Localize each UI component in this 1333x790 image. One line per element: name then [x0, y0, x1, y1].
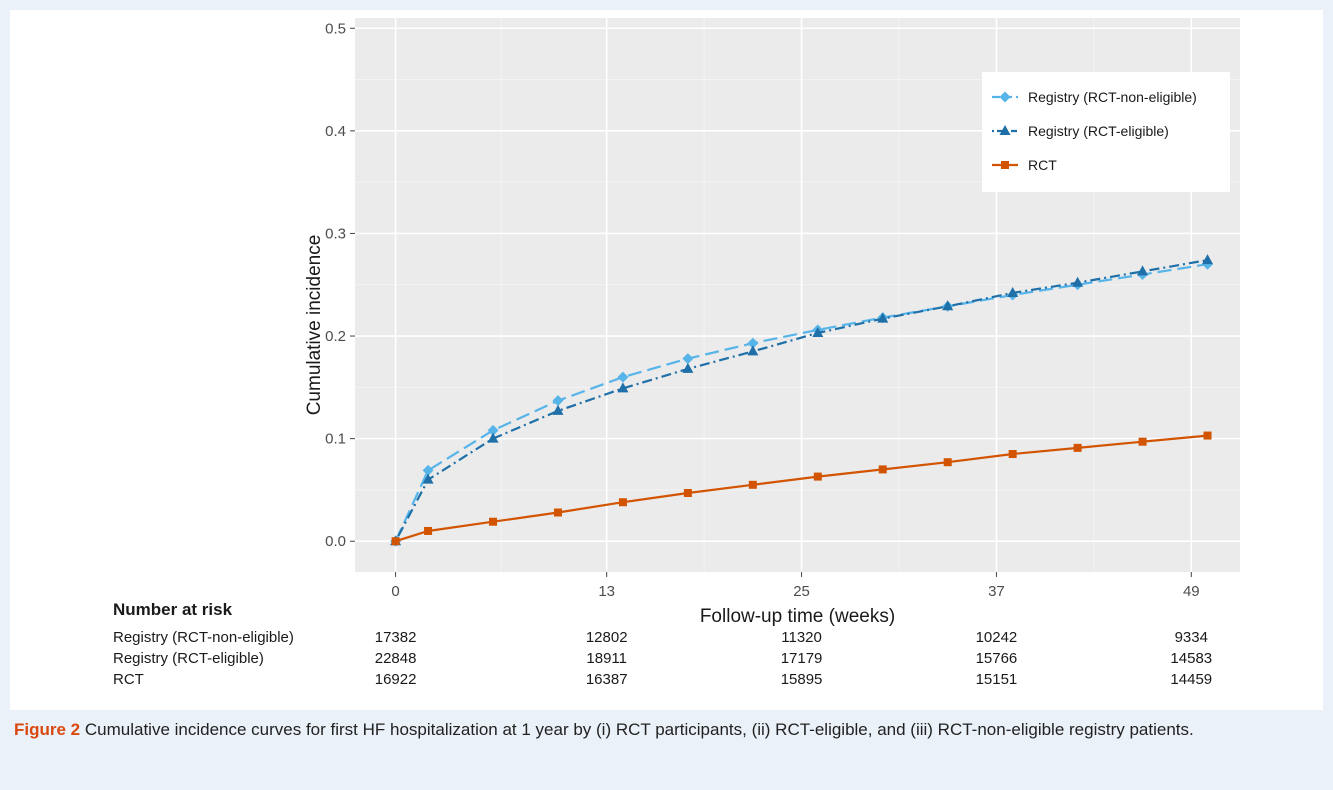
data-point-1 [1137, 265, 1149, 276]
legend-label: RCT [1028, 157, 1057, 173]
risk-value: 17179 [781, 650, 823, 667]
data-point-2 [943, 458, 952, 467]
data-point-2 [1008, 450, 1017, 459]
y-tick-label: 0.5 [325, 20, 346, 37]
data-point-2 [683, 489, 692, 498]
risk-row-label: RCT [113, 671, 144, 688]
risk-value: 14459 [1170, 671, 1212, 688]
risk-value: 9334 [1175, 629, 1208, 646]
legend-key-marker [999, 125, 1011, 135]
risk-table-title: Number at risk [113, 600, 233, 619]
risk-value: 10242 [976, 629, 1018, 646]
data-point-1 [487, 432, 499, 443]
risk-value: 17382 [375, 629, 417, 646]
data-point-0 [747, 337, 759, 349]
data-point-0 [487, 424, 499, 436]
risk-value: 16922 [375, 671, 417, 688]
y-tick-label: 0.1 [325, 431, 346, 448]
data-point-2 [489, 517, 498, 526]
x-tick-label: 13 [598, 583, 615, 600]
data-point-2 [618, 498, 627, 507]
risk-value: 15766 [976, 650, 1018, 667]
risk-value: 22848 [375, 650, 417, 667]
chart: 0.0 0.1 0.2 0.3 0.4 0.5 0 13 25 37 49 Follow-up tim… [113, 18, 1240, 688]
y-tick-label: 0.0 [325, 533, 346, 550]
data-point-0 [552, 395, 564, 407]
data-point-2 [878, 465, 887, 474]
x-tick-label: 37 [988, 583, 1005, 600]
x-axis-title: Follow-up time (weeks) [700, 606, 895, 627]
data-point-1 [422, 473, 434, 484]
y-axis-title: Cumulative incidence [304, 235, 325, 416]
data-point-2 [748, 480, 757, 489]
risk-value: 14583 [1170, 650, 1212, 667]
data-point-2 [391, 537, 400, 546]
y-tick-label: 0.2 [325, 328, 346, 345]
plot-box: 0.0 0.1 0.2 0.3 0.4 0.5 0 13 25 37 49 Follow-up tim… [10, 10, 1323, 710]
risk-row-label: Registry (RCT-non-eligible) [113, 629, 294, 646]
risk-value: 16387 [586, 671, 628, 688]
legend-key-marker [999, 91, 1011, 103]
data-point-1 [1072, 276, 1084, 287]
x-tick-label: 25 [793, 583, 810, 600]
y-tick-label: 0.3 [325, 225, 346, 242]
data-point-0 [422, 464, 434, 476]
data-point-2 [553, 508, 562, 517]
x-tick-label: 49 [1183, 583, 1200, 600]
series-line-1 [394, 259, 1208, 542]
series-line-0 [394, 263, 1208, 542]
data-point-2 [813, 472, 822, 481]
legend-box [982, 72, 1230, 192]
risk-value: 18911 [586, 650, 627, 667]
risk-value: 12802 [586, 629, 628, 646]
risk-row-label: Registry (RCT-eligible) [113, 650, 264, 667]
data-point-2 [424, 526, 433, 535]
data-point-1 [617, 382, 629, 393]
legend-label: Registry (RCT-eligible) [1028, 123, 1169, 139]
data-point-0 [617, 371, 629, 383]
data-point-1 [1007, 286, 1019, 297]
data-point-1 [877, 312, 889, 323]
data-point-1 [942, 300, 954, 311]
data-point-0 [682, 353, 694, 365]
data-point-1 [1202, 254, 1214, 265]
data-point-1 [747, 345, 759, 356]
data-point-2 [1073, 443, 1082, 452]
legend-key-marker [1001, 161, 1009, 169]
y-tick-label: 0.4 [325, 123, 346, 140]
risk-value: 11320 [781, 629, 822, 646]
data-point-1 [682, 362, 694, 373]
risk-value: 15895 [781, 671, 823, 688]
risk-value: 15151 [976, 671, 1018, 688]
figure-caption: Figure 2 Cumulative incidence curves for… [14, 717, 1319, 743]
data-point-2 [1138, 437, 1147, 446]
data-point-2 [1203, 431, 1212, 440]
caption-text: Cumulative incidence curves for first HF… [84, 720, 1194, 739]
series-line-2 [395, 434, 1208, 543]
data-point-1 [552, 404, 564, 415]
data-point-1 [812, 326, 824, 337]
x-tick-label: 0 [391, 583, 399, 600]
figure-label: Figure 2 [14, 720, 81, 739]
legend-label: Registry (RCT-non-eligible) [1028, 89, 1197, 105]
